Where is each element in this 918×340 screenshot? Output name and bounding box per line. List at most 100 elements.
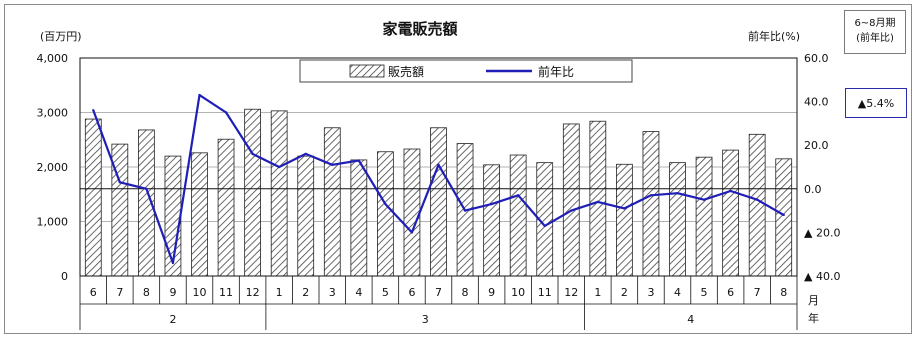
- month-tick-label: 6: [90, 286, 97, 299]
- period-box-line2: (前年比): [856, 33, 894, 44]
- bar: [775, 158, 793, 277]
- legend-bar-label: 販売額: [388, 64, 424, 79]
- month-tick-label: 12: [246, 286, 260, 299]
- right-axis-label: 前年比(%): [748, 29, 800, 43]
- chart-frame: [4, 4, 912, 334]
- month-tick-label: 9: [169, 286, 176, 299]
- bar: [722, 149, 739, 277]
- bar: [695, 156, 713, 277]
- year-group-label: 3: [422, 313, 429, 326]
- right-tick-label: 60.0: [804, 52, 829, 65]
- month-tick-label: 1: [276, 286, 283, 299]
- x-axis-label-month: 月: [808, 294, 819, 307]
- bar: [642, 131, 660, 277]
- month-tick-label: 5: [382, 286, 389, 299]
- line-point: [729, 189, 732, 193]
- plot-border: [79, 57, 798, 277]
- line-point: [357, 159, 361, 162]
- month-tick-label: 8: [780, 286, 787, 299]
- line-point: [490, 202, 493, 206]
- line-point: [304, 152, 307, 156]
- month-tick-label: 2: [302, 286, 309, 299]
- change-value-box: ▲5.4%: [845, 88, 907, 118]
- bar: [562, 123, 580, 277]
- bar: [403, 148, 421, 277]
- month-tick-label: 12: [564, 286, 578, 299]
- line-point: [755, 198, 759, 201]
- bar-series: [84, 108, 793, 277]
- line-point: [384, 202, 387, 206]
- bar: [430, 127, 447, 277]
- line-series: [92, 93, 785, 265]
- x-axis: 6 7 8 9 10 11 12 1 2 3 4 5 6 7 8 9 10 11 12 1 2 3 4 5 6 7 82 3 4: [79, 276, 798, 330]
- legend: 販売額 前年比: [299, 59, 633, 83]
- bar: [509, 154, 527, 277]
- bar: [111, 143, 129, 277]
- line-point: [623, 207, 626, 210]
- month-tick-label: 8: [462, 286, 469, 299]
- line-point: [331, 163, 334, 167]
- left-axis-label: (百万円): [40, 30, 82, 43]
- month-tick-label: 3: [647, 286, 654, 299]
- bar: [84, 118, 102, 277]
- month-tick-label: 1: [594, 286, 601, 299]
- line-point: [782, 213, 785, 217]
- bar: [616, 163, 633, 277]
- bar: [748, 133, 766, 277]
- bar: [377, 151, 394, 277]
- legend-bar-swatch: [349, 64, 385, 78]
- line-point: [516, 194, 520, 197]
- period-box: 6~8月期 (前年比): [844, 10, 906, 54]
- month-tick-label: 7: [116, 286, 123, 299]
- year-group-label: 4: [687, 313, 694, 326]
- line-point: [92, 109, 95, 112]
- month-tick-label: 2: [621, 286, 628, 299]
- line-point: [145, 187, 148, 190]
- left-tick-label: 1,000: [37, 216, 69, 229]
- month-tick-label: 4: [674, 286, 681, 299]
- month-tick-label: 11: [219, 286, 233, 299]
- line-point: [596, 200, 600, 204]
- line-point: [570, 209, 573, 212]
- line-point: [463, 209, 467, 212]
- line-point: [543, 224, 546, 228]
- month-tick-label: 8: [143, 286, 150, 299]
- bar: [350, 159, 368, 277]
- line-point: [649, 194, 653, 197]
- line-point: [251, 152, 254, 156]
- line-point: [410, 231, 414, 234]
- right-tick-label: 20.0: [804, 139, 829, 152]
- right-tick-label: 40.0: [804, 96, 829, 109]
- month-tick-label: 3: [329, 286, 336, 299]
- legend-line-label: 前年比: [538, 64, 574, 79]
- bar: [669, 162, 686, 277]
- line-point: [277, 165, 281, 169]
- line-point: [702, 198, 706, 201]
- chart-title: 家電販売額: [382, 20, 457, 38]
- month-tick-label: 9: [488, 286, 495, 299]
- bar: [483, 164, 500, 277]
- right-tick-label: ▲ 40.0: [804, 270, 840, 283]
- left-tick-label: 4,000: [37, 52, 69, 65]
- bar: [323, 127, 341, 277]
- bar: [297, 155, 315, 277]
- month-tick-label: 11: [538, 286, 552, 299]
- line-point: [224, 111, 228, 114]
- bar: [191, 152, 208, 277]
- month-tick-label: 6: [727, 286, 734, 299]
- month-tick-label: 10: [511, 286, 525, 299]
- right-tick-label: 0.0: [804, 183, 822, 196]
- line-point: [198, 93, 201, 97]
- right-axis-ticks: ▲ 40.0 ▲ 20.0 0.0 20.0 40.0 60.0: [804, 52, 840, 283]
- year-group-label: 2: [169, 313, 176, 326]
- month-tick-label: 10: [193, 286, 207, 299]
- line-point: [171, 261, 175, 265]
- bar: [217, 138, 235, 277]
- month-tick-label: 5: [701, 286, 708, 299]
- line-point: [676, 191, 679, 195]
- bar: [589, 120, 607, 277]
- month-tick-label: 4: [355, 286, 362, 299]
- bar: [244, 108, 261, 277]
- left-tick-label: 2,000: [37, 161, 69, 174]
